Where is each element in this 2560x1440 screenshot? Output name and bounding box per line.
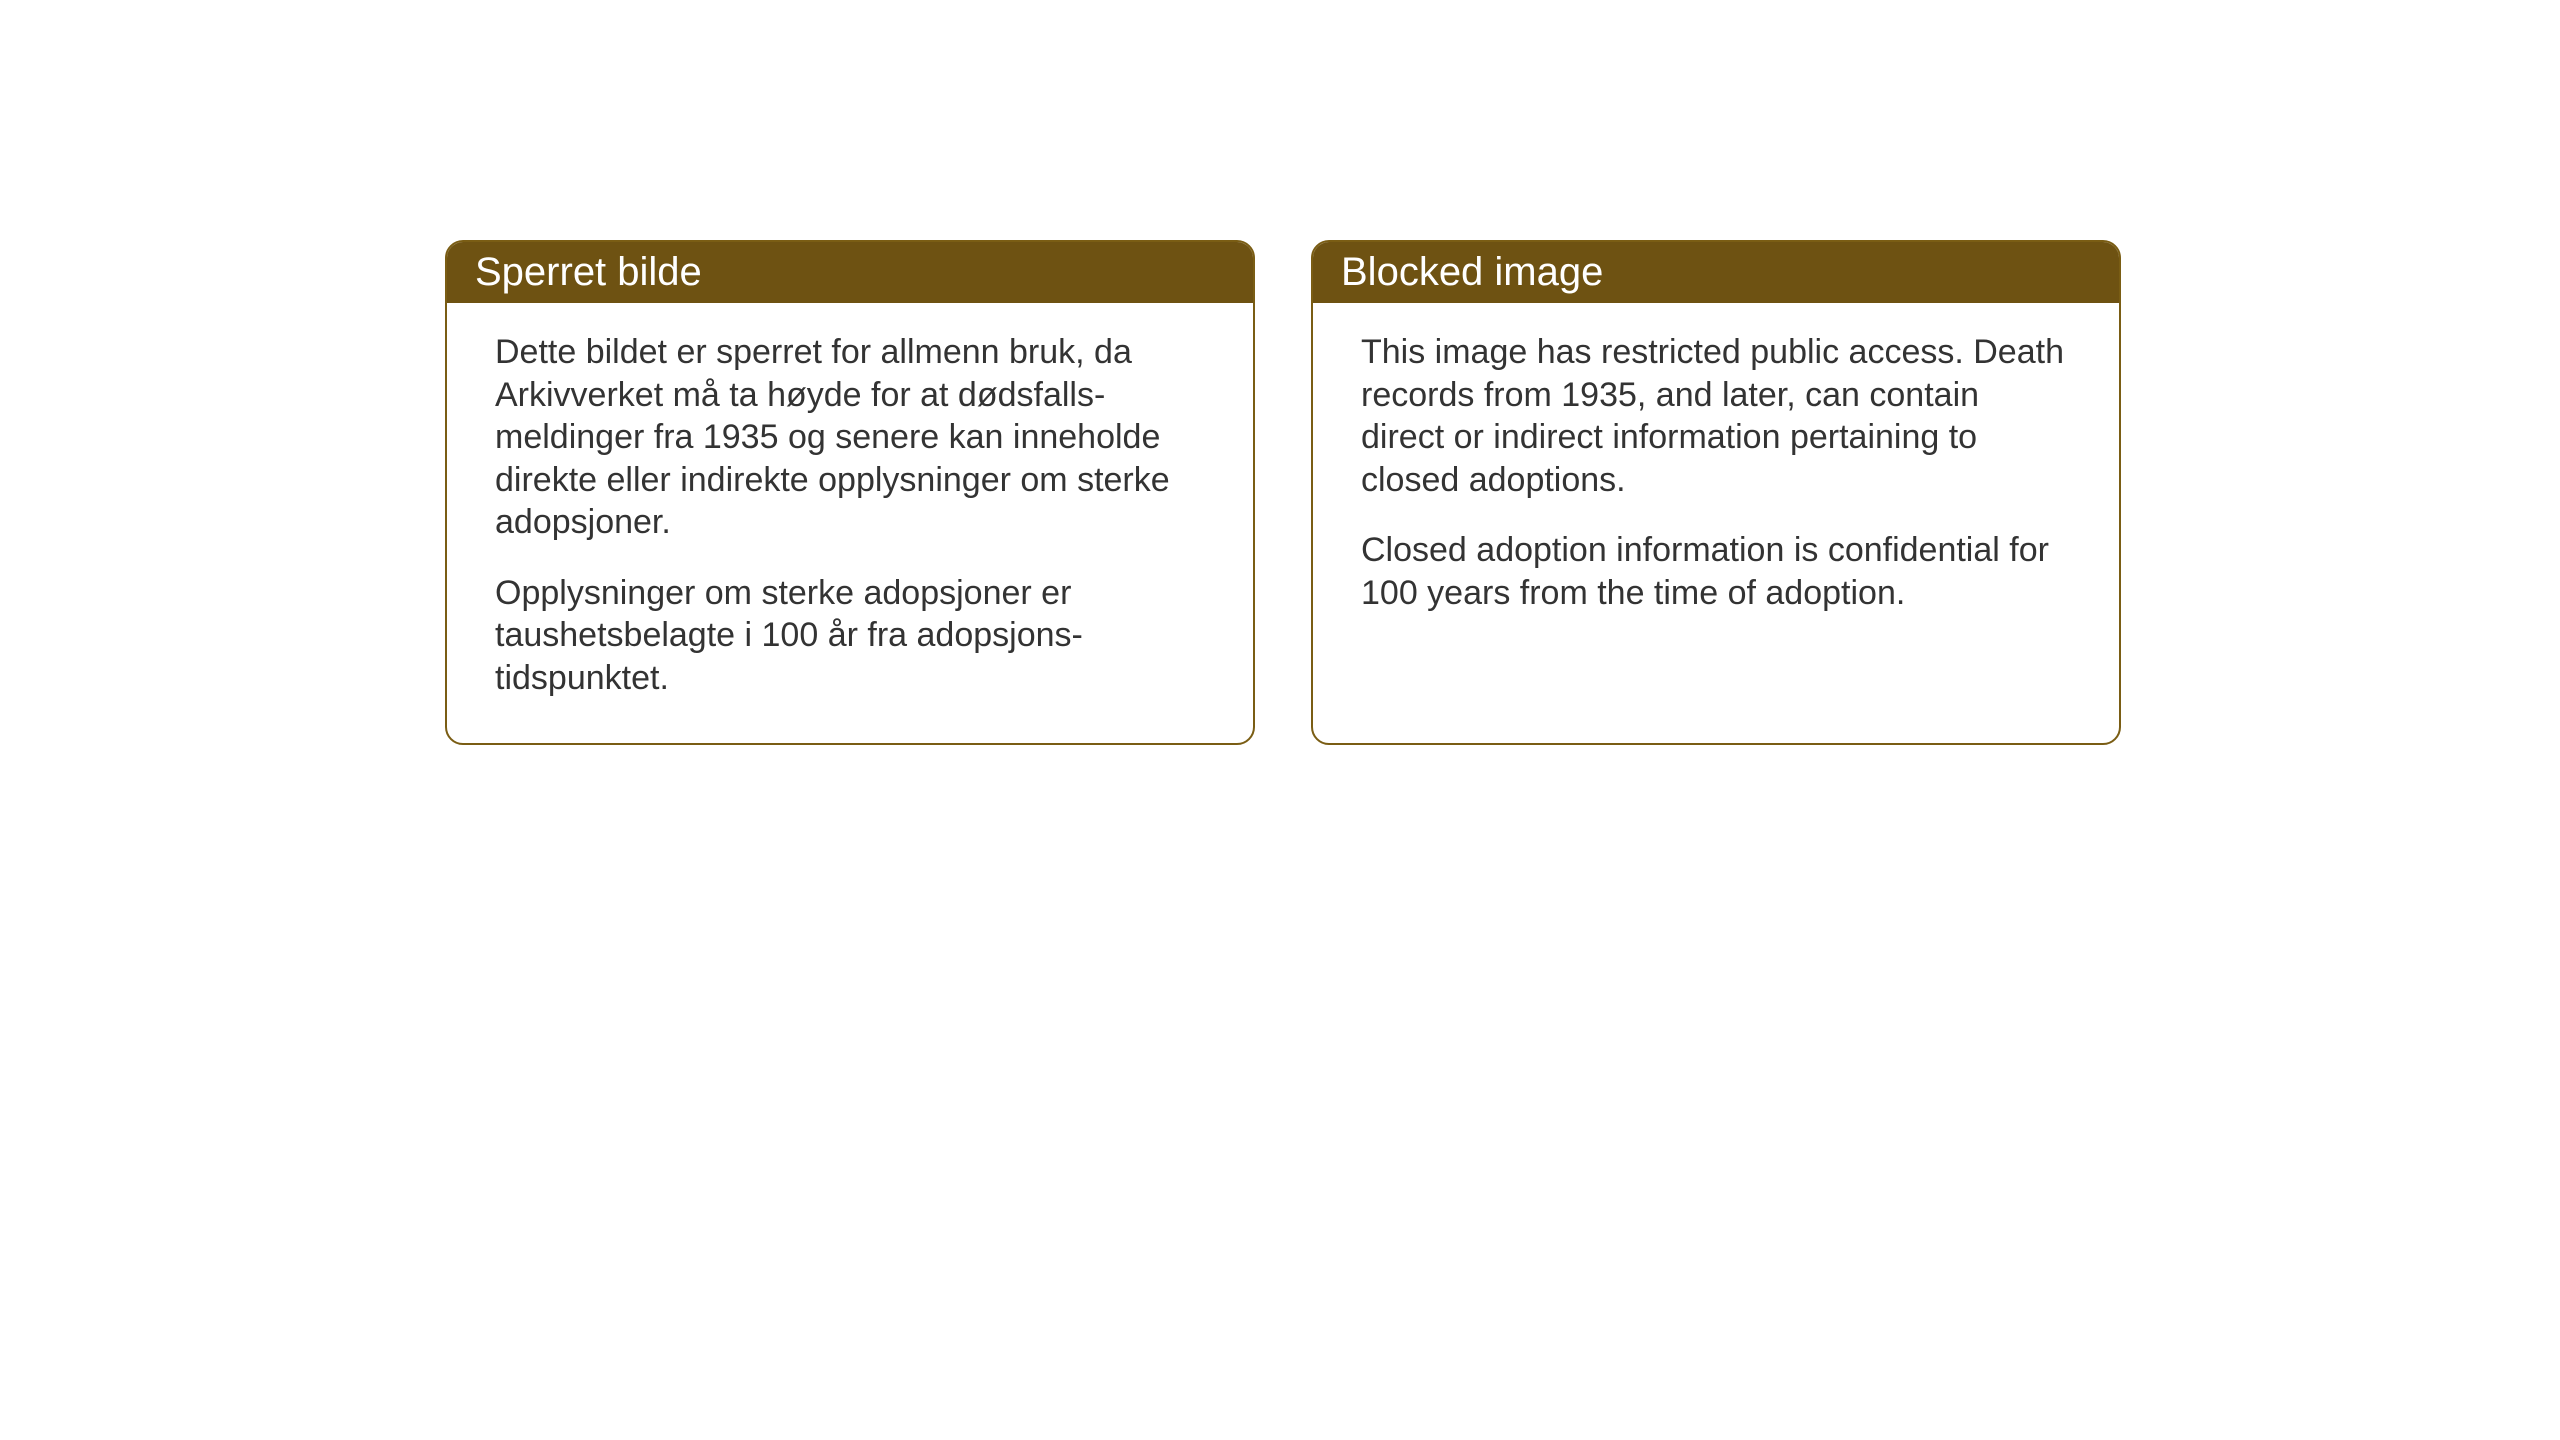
box-body-english: This image has restricted public access.… [1313,303,2119,743]
paragraph-2-english: Closed adoption information is confident… [1361,529,2071,614]
paragraph-1-english: This image has restricted public access.… [1361,331,2071,501]
box-title-english: Blocked image [1341,250,1603,294]
box-title-norwegian: Sperret bilde [475,250,702,294]
info-boxes-container: Sperret bilde Dette bildet er sperret fo… [445,240,2121,745]
box-body-norwegian: Dette bildet er sperret for allmenn bruk… [447,303,1253,743]
paragraph-2-norwegian: Opplysninger om sterke adopsjoner er tau… [495,572,1205,700]
paragraph-1-norwegian: Dette bildet er sperret for allmenn bruk… [495,331,1205,544]
box-header-norwegian: Sperret bilde [447,242,1253,303]
info-box-norwegian: Sperret bilde Dette bildet er sperret fo… [445,240,1255,745]
box-header-english: Blocked image [1313,242,2119,303]
info-box-english: Blocked image This image has restricted … [1311,240,2121,745]
